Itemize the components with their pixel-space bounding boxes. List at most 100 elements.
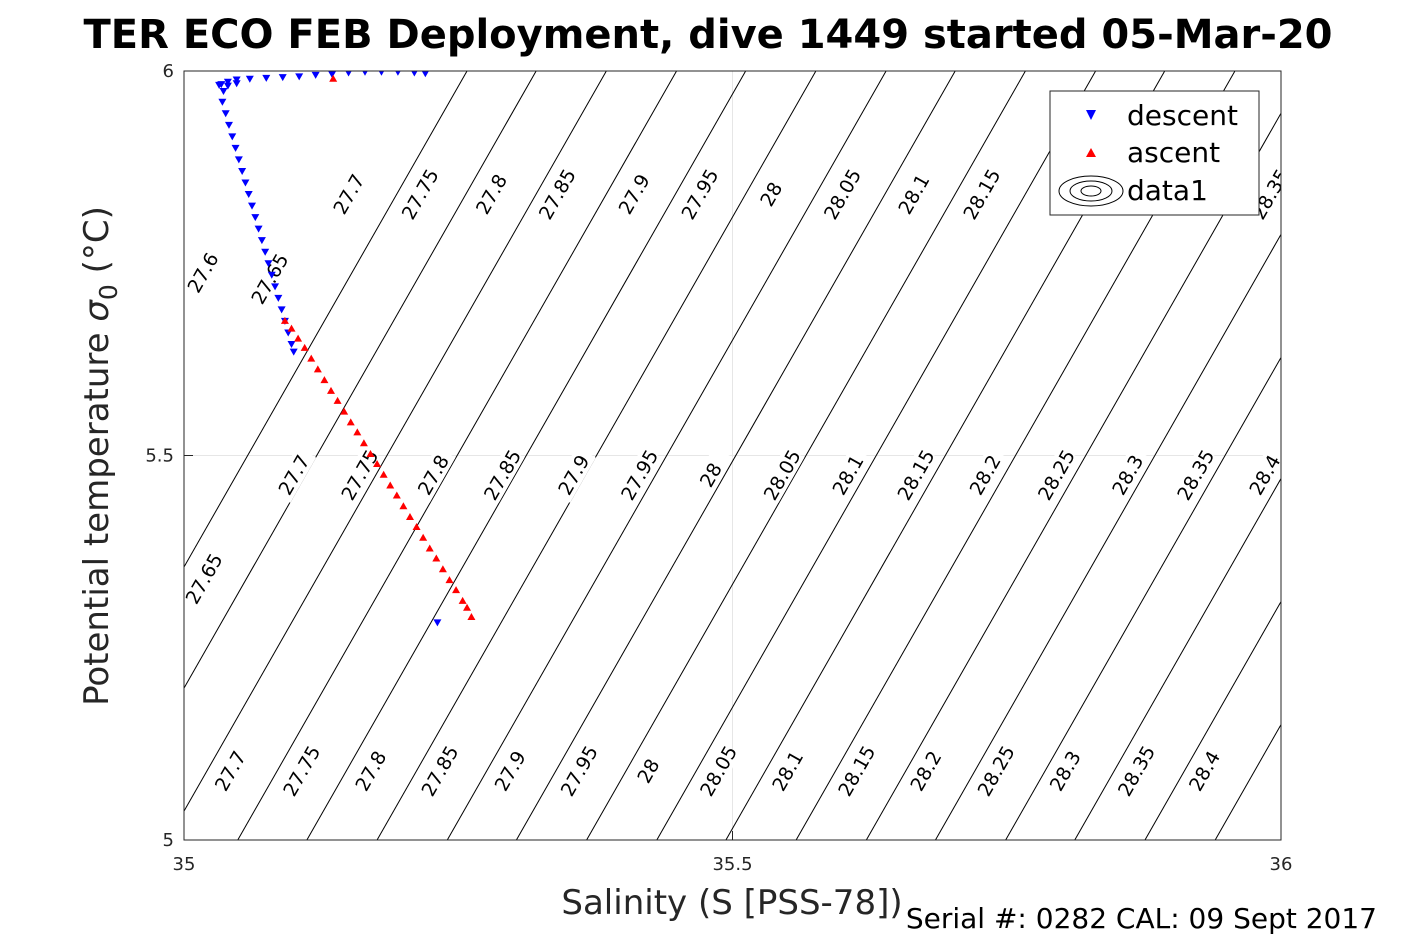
descent-point-30	[254, 225, 263, 233]
descent-point-12	[232, 76, 241, 84]
contour-line-28.2	[1005, 356, 1281, 840]
descent-point-20	[221, 110, 230, 118]
contour-label-bg-34	[556, 742, 602, 799]
legend-marker-data1	[1058, 175, 1124, 207]
x-tick-label-1: 35.5	[712, 854, 752, 875]
descent-point-6	[328, 71, 337, 79]
contour-label-bg-39	[903, 742, 949, 799]
ascent-point-13	[359, 439, 368, 447]
descent-point-42	[433, 619, 442, 627]
y-tick-label-1: 5.5	[145, 446, 174, 467]
descent-point-11	[245, 75, 254, 83]
contour-label-bg-27	[1172, 446, 1218, 503]
contour-line-28.15	[935, 233, 1281, 840]
descent-point-2	[395, 71, 401, 76]
contour-label-bg-20	[688, 446, 733, 503]
ascent-point-25	[438, 565, 447, 573]
contour-label-bg-37	[764, 742, 810, 799]
x-axis-label: Salinity (S [PSS-78])	[561, 883, 902, 923]
descent-point-19	[218, 98, 227, 106]
ascent-point-0	[329, 74, 338, 82]
contour-line-28.4	[1284, 71, 1417, 840]
y-tick-label-2: 6	[163, 61, 174, 82]
contour-label-bg-26	[1104, 446, 1150, 503]
descent-point-9	[278, 74, 287, 82]
contour-label-bg-1	[247, 250, 293, 307]
ascent-point-30	[467, 612, 476, 620]
descent-point-5	[345, 71, 352, 77]
contour-label-bg-42	[1113, 742, 1159, 799]
contour-label-bg-25	[1033, 446, 1079, 503]
contour-label-bg-23	[893, 446, 939, 503]
contour-line-27.8	[446, 71, 887, 840]
contour-label-bg-41	[1042, 742, 1088, 799]
contour-label-bg-31	[348, 742, 393, 799]
ascent-point-9	[333, 396, 342, 404]
ascent-point-26	[445, 576, 454, 584]
y-tick-label-0: 5	[163, 830, 174, 851]
descent-point-35	[271, 283, 280, 291]
legend-label-data1: data1	[1127, 174, 1208, 207]
contour-label-bg-18	[550, 446, 596, 503]
contour-label-bg-17	[479, 446, 525, 503]
contour-label-bg-21	[759, 446, 805, 503]
contour-label-bg-38	[834, 742, 879, 799]
contour-label-bg-15	[337, 446, 382, 503]
descent-point-36	[274, 294, 283, 302]
descent-point-41	[289, 348, 298, 356]
contour-label-bg-36	[695, 742, 741, 799]
ascent-point-15	[373, 459, 382, 467]
contour-line-27.55	[184, 71, 537, 690]
descent-point-10	[262, 74, 271, 82]
ascent-point-17	[386, 481, 395, 489]
ascent-point-24	[432, 554, 441, 562]
ascent-point-29	[463, 603, 472, 611]
ascent-point-22	[419, 533, 428, 541]
descent-point-23	[231, 144, 240, 152]
contour-label-bg-24	[962, 446, 1008, 503]
contour-label-bg-6	[611, 166, 657, 223]
ascent-point-19	[399, 502, 408, 510]
contour-label-bg-28	[1242, 446, 1281, 503]
contour-label-bg-40	[973, 742, 1019, 799]
legend: descent ascent data1	[1049, 90, 1260, 216]
x-tick-label-2: 36	[1270, 854, 1293, 875]
ascent-point-12	[353, 428, 362, 436]
contour-line-28.25	[1074, 477, 1281, 840]
contour-label-bg-33	[487, 742, 533, 799]
axes: 35 35.5 36 5 5.5 6	[145, 61, 1292, 875]
contour-label-bg-5	[534, 166, 580, 223]
contour-label-bg-32	[417, 742, 463, 799]
ascent-point-6	[313, 365, 322, 373]
descent-point-27	[244, 191, 253, 199]
contour-label-bg-14	[271, 446, 317, 503]
ascent-point-5	[307, 354, 316, 362]
contour-label-bg-11	[959, 166, 1004, 223]
contour-line-27.9	[586, 71, 1026, 840]
ascent-point-27	[452, 586, 461, 594]
series-ascent	[280, 74, 476, 620]
descent-point-29	[251, 214, 260, 222]
descent-point-16	[232, 80, 241, 88]
legend-box	[1049, 90, 1260, 216]
contour-line-27.85	[515, 71, 956, 840]
descent-point-24	[234, 156, 243, 164]
contour-line-27.7	[306, 71, 747, 840]
descent-point-25	[238, 167, 247, 175]
contour-line-28.3	[1144, 600, 1281, 840]
contour-label-bg-22	[825, 446, 871, 503]
descent-point-8	[295, 73, 304, 81]
ascent-point-4	[300, 343, 309, 351]
descent-point-31	[257, 237, 266, 245]
descent-point-1	[411, 71, 418, 77]
ascent-point-16	[379, 470, 388, 478]
descent-point-22	[228, 133, 237, 141]
ascent-point-20	[405, 513, 414, 521]
x-tick-label-0: 35	[173, 854, 196, 875]
contour-label-bg-4	[468, 166, 514, 223]
ascent-point-2	[287, 324, 296, 332]
contour-line-27.6	[184, 71, 607, 813]
contour-line-27.75	[376, 71, 817, 840]
ascent-point-3	[294, 334, 303, 342]
